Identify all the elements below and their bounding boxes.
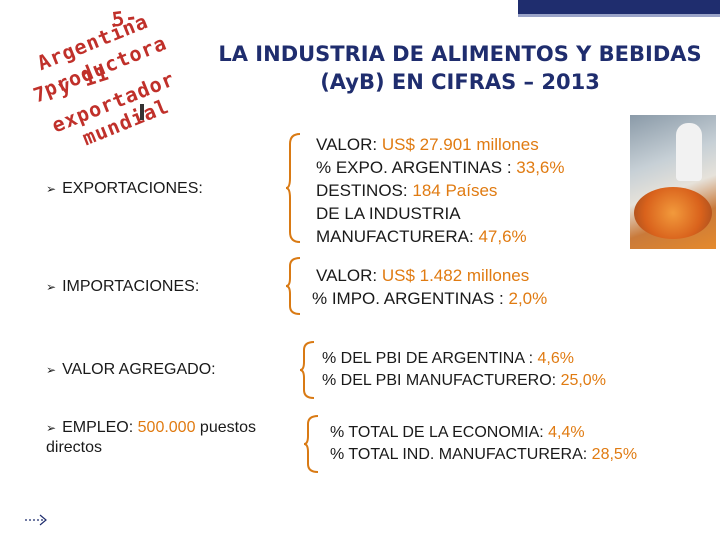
next-arrow-icon[interactable]	[24, 512, 50, 528]
title-line-2: (AyB) EN CIFRAS – 2013	[320, 70, 600, 94]
detail-line: DESTINOS: 184 Países	[316, 181, 498, 200]
arrow-bullet-icon: ➢	[46, 280, 57, 294]
detail-line: % DEL PBI MANUFACTURERO: 25,0%	[322, 372, 606, 389]
title-line-1: LA INDUSTRIA DE ALIMENTOS Y BEBIDAS	[218, 42, 702, 66]
exportaciones-details: VALOR: US$ 27.901 millones % EXPO. ARGEN…	[316, 133, 564, 248]
valor-agregado-brace	[300, 341, 315, 399]
detail-line: % IMPO. ARGENTINAS : 2,0%	[312, 289, 548, 308]
arc-slogan: 5- Argentina productora 7 y 11 exportado…	[0, 0, 178, 150]
valor-agregado-details: % DEL PBI DE ARGENTINA : 4,6% % DEL PBI …	[322, 348, 606, 392]
detail-line: % TOTAL IND. MANUFACTURERA: 28,5%	[330, 446, 638, 463]
exportaciones-brace	[286, 133, 301, 243]
worker-figure	[676, 123, 702, 181]
arrow-bullet-icon: ➢	[46, 363, 57, 377]
detail-line: % DEL PBI DE ARGENTINA : 4,6%	[322, 350, 574, 367]
importaciones-label: ➢ IMPORTACIONES:	[46, 278, 200, 295]
factory-photo	[630, 115, 716, 249]
empleo-label: ➢ EMPLEO: 500.000 puestos directos	[46, 419, 256, 456]
top-banner-stripe	[518, 14, 720, 17]
valor-agregado-label: ➢ VALOR AGREGADO:	[46, 361, 216, 378]
top-banner-bar	[518, 0, 720, 14]
detail-line: MANUFACTURERA: 47,6%	[316, 227, 527, 246]
detail-line: VALOR: US$ 1.482 millones	[316, 266, 530, 285]
empleo-brace	[304, 415, 319, 473]
food-tray	[634, 187, 712, 239]
importaciones-brace	[286, 257, 301, 315]
detail-line: % TOTAL DE LA ECONOMIA: 4,4%	[330, 424, 585, 441]
detail-line: VALOR: US$ 27.901 millones	[316, 135, 539, 154]
empleo-details: % TOTAL DE LA ECONOMIA: 4,4% % TOTAL IND…	[330, 422, 637, 466]
exportaciones-label: ➢ EXPORTACIONES:	[46, 180, 203, 197]
importaciones-details: VALOR: US$ 1.482 millones % IMPO. ARGENT…	[312, 264, 547, 310]
logo-mark	[140, 104, 144, 120]
arrow-bullet-icon: ➢	[46, 421, 57, 435]
detail-line: % EXPO. ARGENTINAS : 33,6%	[316, 158, 565, 177]
arrow-bullet-icon: ➢	[46, 182, 57, 196]
page-title: LA INDUSTRIA DE ALIMENTOS Y BEBIDAS (AyB…	[195, 40, 720, 96]
detail-line: DE LA INDUSTRIA	[316, 204, 461, 223]
